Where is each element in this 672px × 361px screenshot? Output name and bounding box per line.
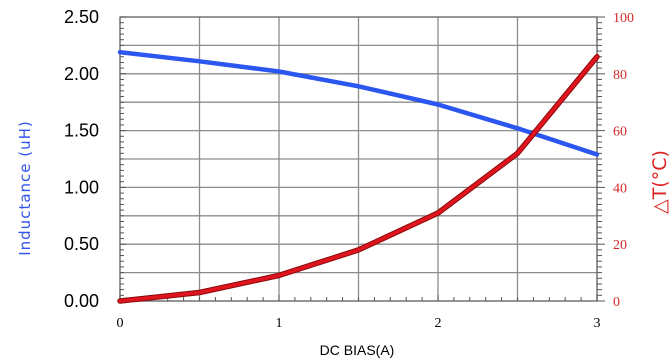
y-right-tick-label: 20: [613, 238, 627, 253]
y-right-tick-label: 0: [613, 295, 620, 310]
x-tick-label: 2: [435, 316, 442, 331]
y-right-tick-label: 80: [613, 68, 627, 83]
temperature-line: [118, 55, 599, 303]
y-axis-right-label: △T(°C): [649, 150, 671, 214]
y-left-tick-label: 2.00: [64, 64, 99, 84]
y-left-tick-label: 1.50: [64, 121, 99, 141]
y-right-tick-label: 60: [613, 125, 627, 140]
series-lines: [117, 49, 600, 304]
inductance-line: [117, 49, 600, 157]
y-left-tick-label: 1.00: [64, 177, 99, 197]
y-axis-left-label: Inductance (uH): [16, 120, 34, 256]
x-tick-label: 1: [276, 316, 283, 331]
y-left-tick-label: 2.50: [64, 7, 99, 27]
x-axis-label: DC BIAS(A): [320, 342, 395, 358]
tick-labels: 0.00 0.50 1.00 1.50 2.00 2.50 0 20 40 60 80 100 0 1 2 3: [64, 7, 634, 331]
y-left-tick-label: 0.50: [64, 234, 99, 254]
y-left-tick-label: 0.00: [64, 291, 99, 311]
y-right-tick-label: 40: [613, 181, 627, 196]
y-right-tick-label: 100: [613, 11, 634, 26]
x-tick-label: 3: [594, 316, 601, 331]
x-tick-label: 0: [117, 316, 124, 331]
